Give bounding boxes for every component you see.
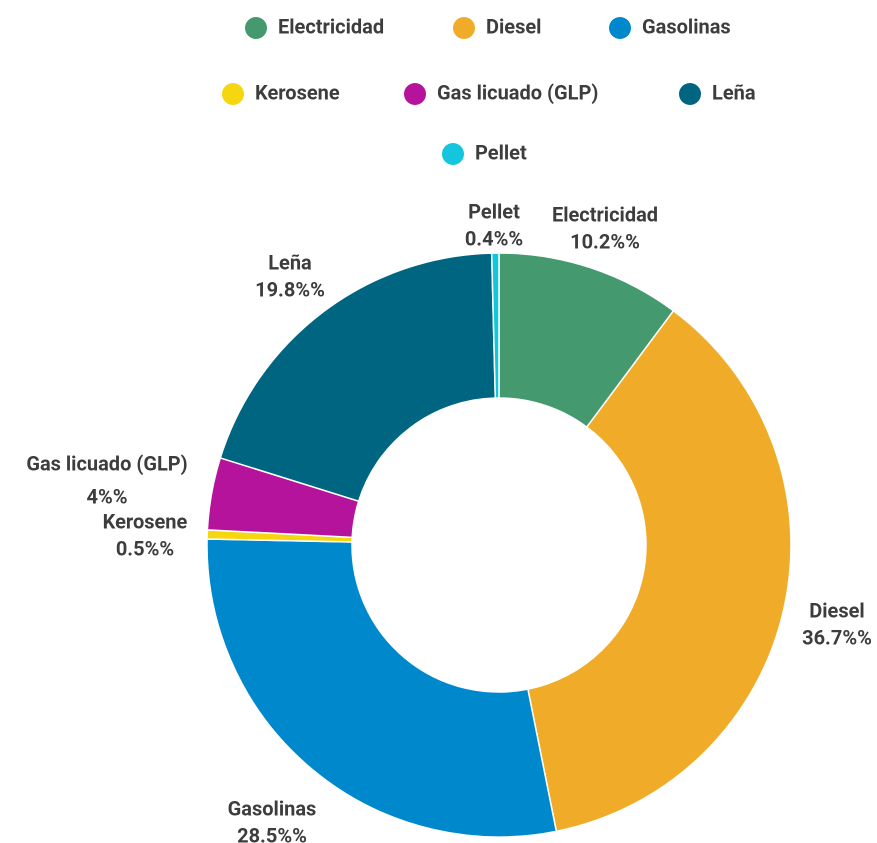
slice-label: Gasolinas (228, 796, 317, 820)
slice-value: 0.4%% (465, 226, 523, 250)
slice-label: Gas licuado (GLP) (26, 451, 187, 475)
legend-label: Gasolinas (642, 14, 731, 38)
slice-label: Leña (268, 250, 312, 274)
legend-label: Diesel (486, 14, 541, 38)
legend-marker (679, 83, 701, 105)
donut-slice (219, 252, 497, 503)
slice-value: 0.5%% (116, 536, 174, 560)
legend-marker (245, 17, 267, 39)
slice-label: Kerosene (103, 509, 188, 533)
slice-value: 4%% (86, 484, 127, 508)
slice-value: 10.2%% (570, 229, 640, 253)
legend-marker (222, 83, 244, 105)
donut-slice (526, 309, 792, 833)
legend-marker (442, 143, 464, 165)
slice-value: 28.5%% (237, 823, 307, 843)
slice-label: Electricidad (552, 202, 658, 226)
legend-marker (609, 17, 631, 39)
legend-label: Leña (712, 80, 756, 104)
donut-slice (206, 538, 558, 838)
slice-label: Diesel (809, 598, 864, 622)
slice-label: Pellet (468, 199, 520, 223)
donut-slice (490, 252, 500, 399)
legend-label: Kerosene (255, 80, 340, 104)
legend-label: Pellet (475, 140, 527, 164)
slice-value: 19.8%% (255, 277, 325, 301)
slice-value: 36.7%% (802, 625, 872, 649)
legend-marker (404, 83, 426, 105)
legend-marker (453, 17, 475, 39)
legend-label: Gas licuado (GLP) (437, 80, 598, 104)
legend-label: Electricidad (278, 14, 384, 38)
